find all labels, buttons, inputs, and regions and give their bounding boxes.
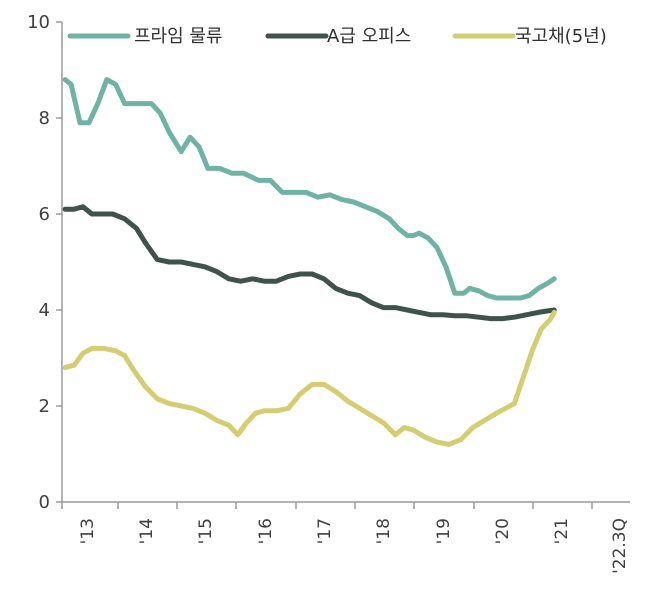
x-tick-label: '21 [552,518,572,544]
x-tick-label: '17 [315,518,335,544]
y-tick-label: 10 [27,12,50,33]
series-line-3 [62,309,557,447]
legend-label-2: A급 오피스 [327,26,411,47]
legend-label-1: 프라임 물류 [134,26,223,47]
series-line-1 [62,77,557,301]
x-axis: '13 '14 '15 '16 '17 '18 '19 '20 '21 '22.3Q [61,501,630,574]
y-tick-label: 2 [39,396,50,417]
x-tick-label: '14 [137,518,157,544]
y-tick-label: 4 [39,300,50,321]
x-tick-label: '20 [493,518,513,544]
series-line-2 [62,204,557,322]
x-tick-label: '22.3Q [610,518,630,574]
legend: 프라임 물류 A급 오피스 국고채(5년) [67,26,607,47]
legend-label-3: 국고채(5년) [515,26,607,47]
y-tick-label: 8 [39,108,50,129]
y-axis: 0 2 4 6 8 10 [27,12,63,513]
x-tick-label: '16 [256,518,276,544]
x-tick-label: '18 [374,518,394,544]
x-tick-label: '19 [434,518,454,544]
series-layer [62,77,557,447]
x-tick-label: '13 [78,518,98,544]
x-tick-label: '15 [196,518,216,544]
y-tick-label: 6 [39,204,50,225]
y-tick-label: 0 [39,492,50,513]
